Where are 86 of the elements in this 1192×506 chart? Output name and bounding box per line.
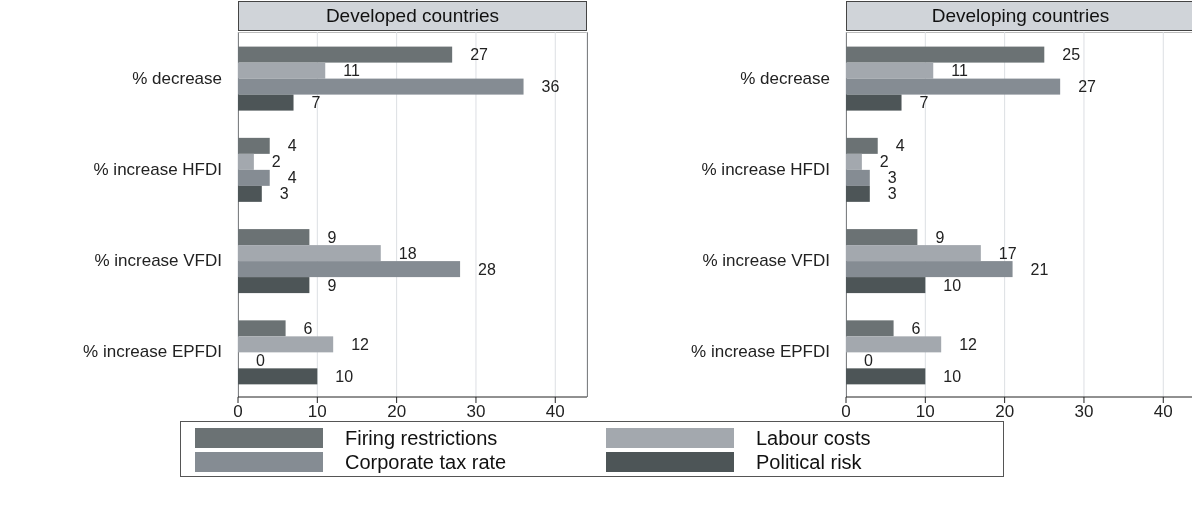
- data-label: 4: [287, 169, 297, 187]
- x-tick-label: 0: [233, 402, 243, 422]
- bar: [238, 185, 262, 202]
- chart-title: Developing countries: [931, 5, 1110, 26]
- data-label: 12: [959, 335, 978, 353]
- data-label: 7: [311, 94, 321, 112]
- bar: [238, 137, 270, 154]
- text: Firing restrictions: [345, 426, 498, 450]
- data-label: 10: [943, 276, 962, 294]
- data-label: 21: [1030, 260, 1049, 278]
- bar: [846, 185, 870, 202]
- bar: [238, 245, 381, 262]
- chart-title: Developed countries: [325, 5, 500, 26]
- data-label: 3: [887, 169, 897, 187]
- y-tick-label: % increase EPFDI: [83, 342, 222, 362]
- data-label: 25: [1062, 46, 1081, 64]
- x-tick-label: 10: [915, 402, 935, 422]
- data-label: 6: [303, 319, 313, 337]
- bar: [846, 46, 1045, 63]
- data-label: 10: [335, 367, 354, 385]
- bar: [846, 78, 1061, 95]
- data-label: 9: [327, 228, 337, 246]
- x-tick-label: 30: [1074, 402, 1094, 422]
- data-label: 3: [279, 185, 289, 203]
- bar: [846, 368, 926, 385]
- text: Political risk: [756, 450, 862, 474]
- bar: [846, 320, 894, 337]
- bar: [846, 153, 862, 170]
- bar: [846, 261, 1013, 278]
- bar: [238, 277, 310, 294]
- bar: [238, 336, 334, 353]
- x-tick-label: 40: [1153, 402, 1173, 422]
- data-label: 28: [478, 260, 496, 278]
- data-label: 9: [327, 276, 337, 294]
- text: Labour costs: [756, 426, 871, 450]
- y-tick-label: % increase HFDI: [93, 159, 222, 179]
- bar: [846, 277, 926, 294]
- y-tick-label: % increase HFDI: [701, 159, 830, 179]
- data-label: 10: [943, 367, 962, 385]
- data-label: 6: [911, 319, 921, 337]
- bar: [846, 245, 981, 262]
- x-tick-label: 10: [307, 402, 327, 422]
- bar: [846, 137, 878, 154]
- data-label: 7: [919, 94, 929, 112]
- data-label: 9: [935, 228, 945, 246]
- data-label: 4: [287, 137, 297, 155]
- bar: [238, 153, 254, 170]
- y-tick-label: % increase VFDI: [702, 251, 830, 271]
- y-tick-label: % increase EPFDI: [691, 342, 830, 362]
- x-tick-label: 20: [995, 402, 1015, 422]
- text: Corporate tax rate: [345, 450, 507, 474]
- x-tick-label: 40: [545, 402, 565, 422]
- data-label: 27: [470, 46, 489, 64]
- x-tick-label: 30: [466, 402, 486, 422]
- data-label: 27: [1078, 78, 1097, 96]
- y-tick-label: % decrease: [740, 68, 830, 88]
- data-label: 4: [895, 137, 905, 155]
- bar: [238, 229, 310, 246]
- x-tick-label: 20: [387, 402, 407, 422]
- bar: [238, 46, 453, 63]
- bar: [238, 78, 524, 95]
- data-label: 12: [351, 335, 370, 353]
- y-tick-label: % decrease: [132, 68, 222, 88]
- data-label: 2: [879, 153, 889, 171]
- data-label: 2: [271, 153, 281, 171]
- bar: [846, 229, 918, 246]
- bar: [846, 169, 870, 186]
- data-label: 18: [398, 244, 417, 262]
- data-label: 17: [998, 244, 1017, 262]
- bar: [846, 62, 934, 79]
- data-label: 11: [951, 62, 968, 80]
- x-tick-label: 0: [841, 402, 851, 422]
- bar: [846, 94, 902, 111]
- bar: [846, 336, 942, 353]
- bar: [238, 261, 461, 278]
- bar: [238, 94, 294, 111]
- bar: [238, 368, 318, 385]
- y-tick-label: % increase VFDI: [94, 251, 222, 271]
- bar: [238, 169, 270, 186]
- data-label: 36: [541, 78, 560, 96]
- bar: [238, 62, 326, 79]
- bar: [238, 320, 286, 337]
- data-label: 0: [864, 351, 873, 369]
- data-label: 0: [256, 351, 265, 369]
- data-label: 3: [887, 185, 897, 203]
- data-label: 11: [343, 62, 360, 80]
